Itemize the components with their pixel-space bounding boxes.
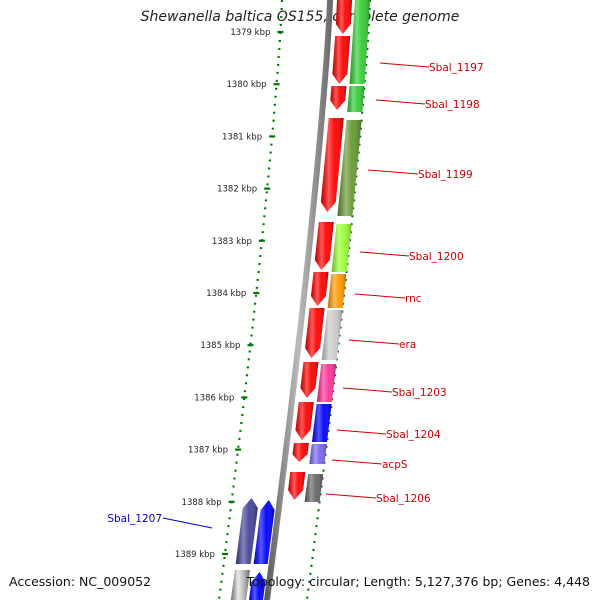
gene-label[interactable]: Sbal_1197 xyxy=(429,62,484,74)
gene-color-block-shade xyxy=(316,364,337,402)
gene-leader-line xyxy=(354,293,406,299)
forward-gene-arrow-shade xyxy=(332,36,351,84)
forward-gene-arrow-shade xyxy=(292,443,309,462)
gene-leader-line xyxy=(367,169,419,175)
gene-color-block-shade xyxy=(349,0,370,84)
reverse-gene-block-gray-shade xyxy=(231,570,250,600)
kbp-label: 1382 kbp xyxy=(217,185,257,195)
gene-leader-line xyxy=(379,62,430,68)
genome-title: Shewanella baltica OS155, complete genom… xyxy=(140,9,460,25)
gene-color-block-shade xyxy=(304,474,324,502)
kbp-label: 1385 kbp xyxy=(200,341,240,351)
gene-label[interactable]: Sbal_1207 xyxy=(107,513,162,525)
gene-leader-line xyxy=(162,517,213,529)
gene-leader-line xyxy=(375,99,426,105)
gene-color-block-shade xyxy=(312,404,332,442)
gene-label[interactable]: Sbal_1204 xyxy=(386,429,441,441)
gene-label[interactable]: Sbal_1199 xyxy=(418,169,473,181)
gene-leader-line xyxy=(342,387,393,393)
reverse-gene-block-shade xyxy=(235,498,258,564)
gene-leader-line xyxy=(325,493,377,499)
backbone-arc xyxy=(264,0,333,600)
gene-color-block-shade xyxy=(309,444,327,464)
forward-gene-arrow-shade xyxy=(305,308,325,358)
gene-label[interactable]: acpS xyxy=(382,459,408,471)
forward-gene-arrow-shade xyxy=(314,222,334,270)
kbp-label: 1388 kbp xyxy=(182,498,222,508)
gene-color-block-shade xyxy=(331,224,352,272)
gene-color-block-shade xyxy=(347,86,365,112)
forward-gene-arrow-shade xyxy=(335,0,352,34)
kbp-label: 1381 kbp xyxy=(222,132,262,142)
gene-label[interactable]: Sbal_1200 xyxy=(409,251,464,263)
forward-gene-arrow-shade xyxy=(300,362,319,398)
genome-backbone xyxy=(264,0,333,600)
gene-label[interactable]: Sbal_1206 xyxy=(376,493,431,505)
gene-label[interactable]: rnc xyxy=(405,293,422,305)
gene-color-block-shade xyxy=(327,274,347,308)
kbp-label: 1379 kbp xyxy=(230,28,270,38)
kbp-label: 1387 kbp xyxy=(188,446,228,456)
kbp-label: 1384 kbp xyxy=(206,289,246,299)
reverse-gene-arrow-shade xyxy=(253,500,275,564)
gene-color-block-shade xyxy=(321,310,343,360)
reverse-gene-arrow-shade xyxy=(249,572,266,600)
kbp-label: 1386 kbp xyxy=(194,393,234,403)
gene-leader-line xyxy=(336,429,387,435)
kbp-scale: 1379 kbp 1380 kbp 1381 kbp 1382 kbp 1383 kbp… xyxy=(175,0,372,600)
gene-leader-line xyxy=(348,339,400,345)
gene-leader-line xyxy=(359,251,410,257)
forward-gene-arrow-shade xyxy=(320,118,344,212)
accession-text: Accession: NC_009052 xyxy=(9,574,152,589)
forward-gene-arrow-shade xyxy=(295,402,314,440)
gene-leader-line xyxy=(331,459,383,465)
kbp-label: 1389 kbp xyxy=(175,550,215,560)
gene-color-block-shade xyxy=(337,120,362,216)
forward-gene-arrow-shade xyxy=(330,86,347,110)
gene-label[interactable]: era xyxy=(399,339,416,351)
gene-tracks xyxy=(231,0,370,600)
forward-gene-arrow-shade xyxy=(288,472,306,500)
genome-summary-text: Topology: circular; Length: 5,127,376 bp… xyxy=(246,574,590,589)
kbp-label: 1380 kbp xyxy=(227,80,267,90)
forward-gene-arrow-shade xyxy=(310,272,329,306)
gene-label[interactable]: Sbal_1198 xyxy=(425,99,480,111)
gene-label[interactable]: Sbal_1203 xyxy=(392,387,447,399)
kbp-label: 1383 kbp xyxy=(212,237,252,247)
